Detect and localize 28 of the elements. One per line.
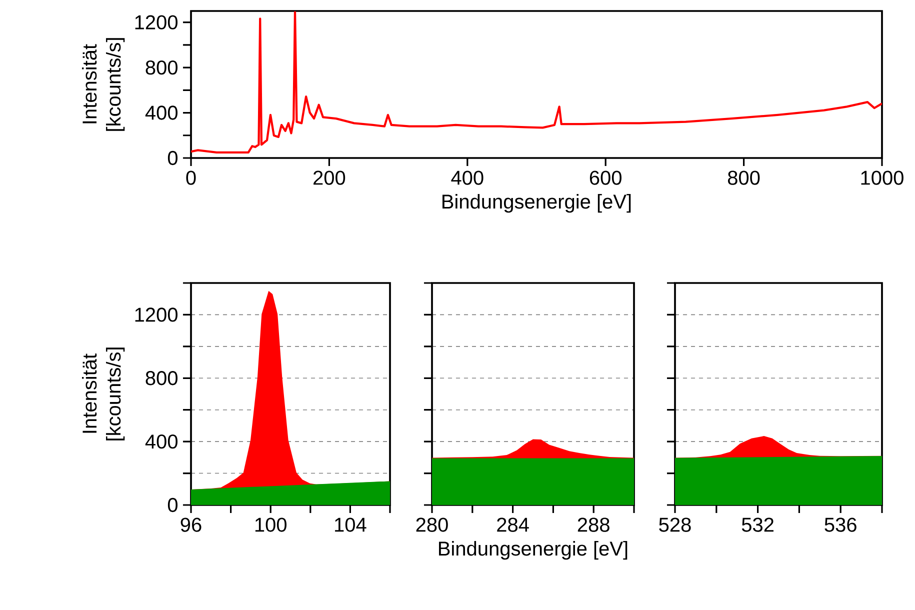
y-tick-label: 800: [146, 371, 178, 386]
y-tick-label: 1200: [135, 308, 178, 322]
y-tick-label: 1200: [135, 15, 178, 30]
x-axis-title: Bindungsenergie [eV]: [442, 194, 631, 213]
y-axis-title: Intensität [kcounts/s]: [82, 348, 125, 440]
y-tick-label: 800: [146, 60, 178, 75]
x-tick-label: 200: [314, 170, 346, 185]
x-tick-label: 800: [728, 170, 760, 185]
x-tick-label: 96: [180, 518, 202, 532]
x-tick-label: 536: [824, 518, 856, 532]
line-series: [191, 11, 882, 154]
y-tick-label: 0: [168, 150, 178, 166]
x-tick-label: 528: [659, 518, 691, 532]
x-tick-label: 0: [186, 170, 196, 185]
y-tick-label: 0: [168, 498, 178, 512]
x-tick-label: 288: [578, 518, 610, 532]
x-tick-label: 104: [335, 518, 366, 532]
x-tick-label: 600: [590, 170, 622, 185]
x-tick-label: 284: [497, 518, 529, 532]
x-tick-label: 280: [416, 518, 448, 532]
y-tick-label: 400: [145, 106, 178, 120]
y-tick-label: 400: [145, 434, 178, 449]
x-tick-label: 532: [742, 518, 774, 532]
x-axis-title: Bindungsenergie [eV]: [439, 541, 628, 560]
x-tick-label: 400: [451, 170, 484, 185]
x-tick-label: 1000: [861, 170, 904, 185]
x-tick-label: 100: [255, 518, 286, 532]
y-axis-title: Intensität [kcounts/s]: [82, 38, 125, 131]
